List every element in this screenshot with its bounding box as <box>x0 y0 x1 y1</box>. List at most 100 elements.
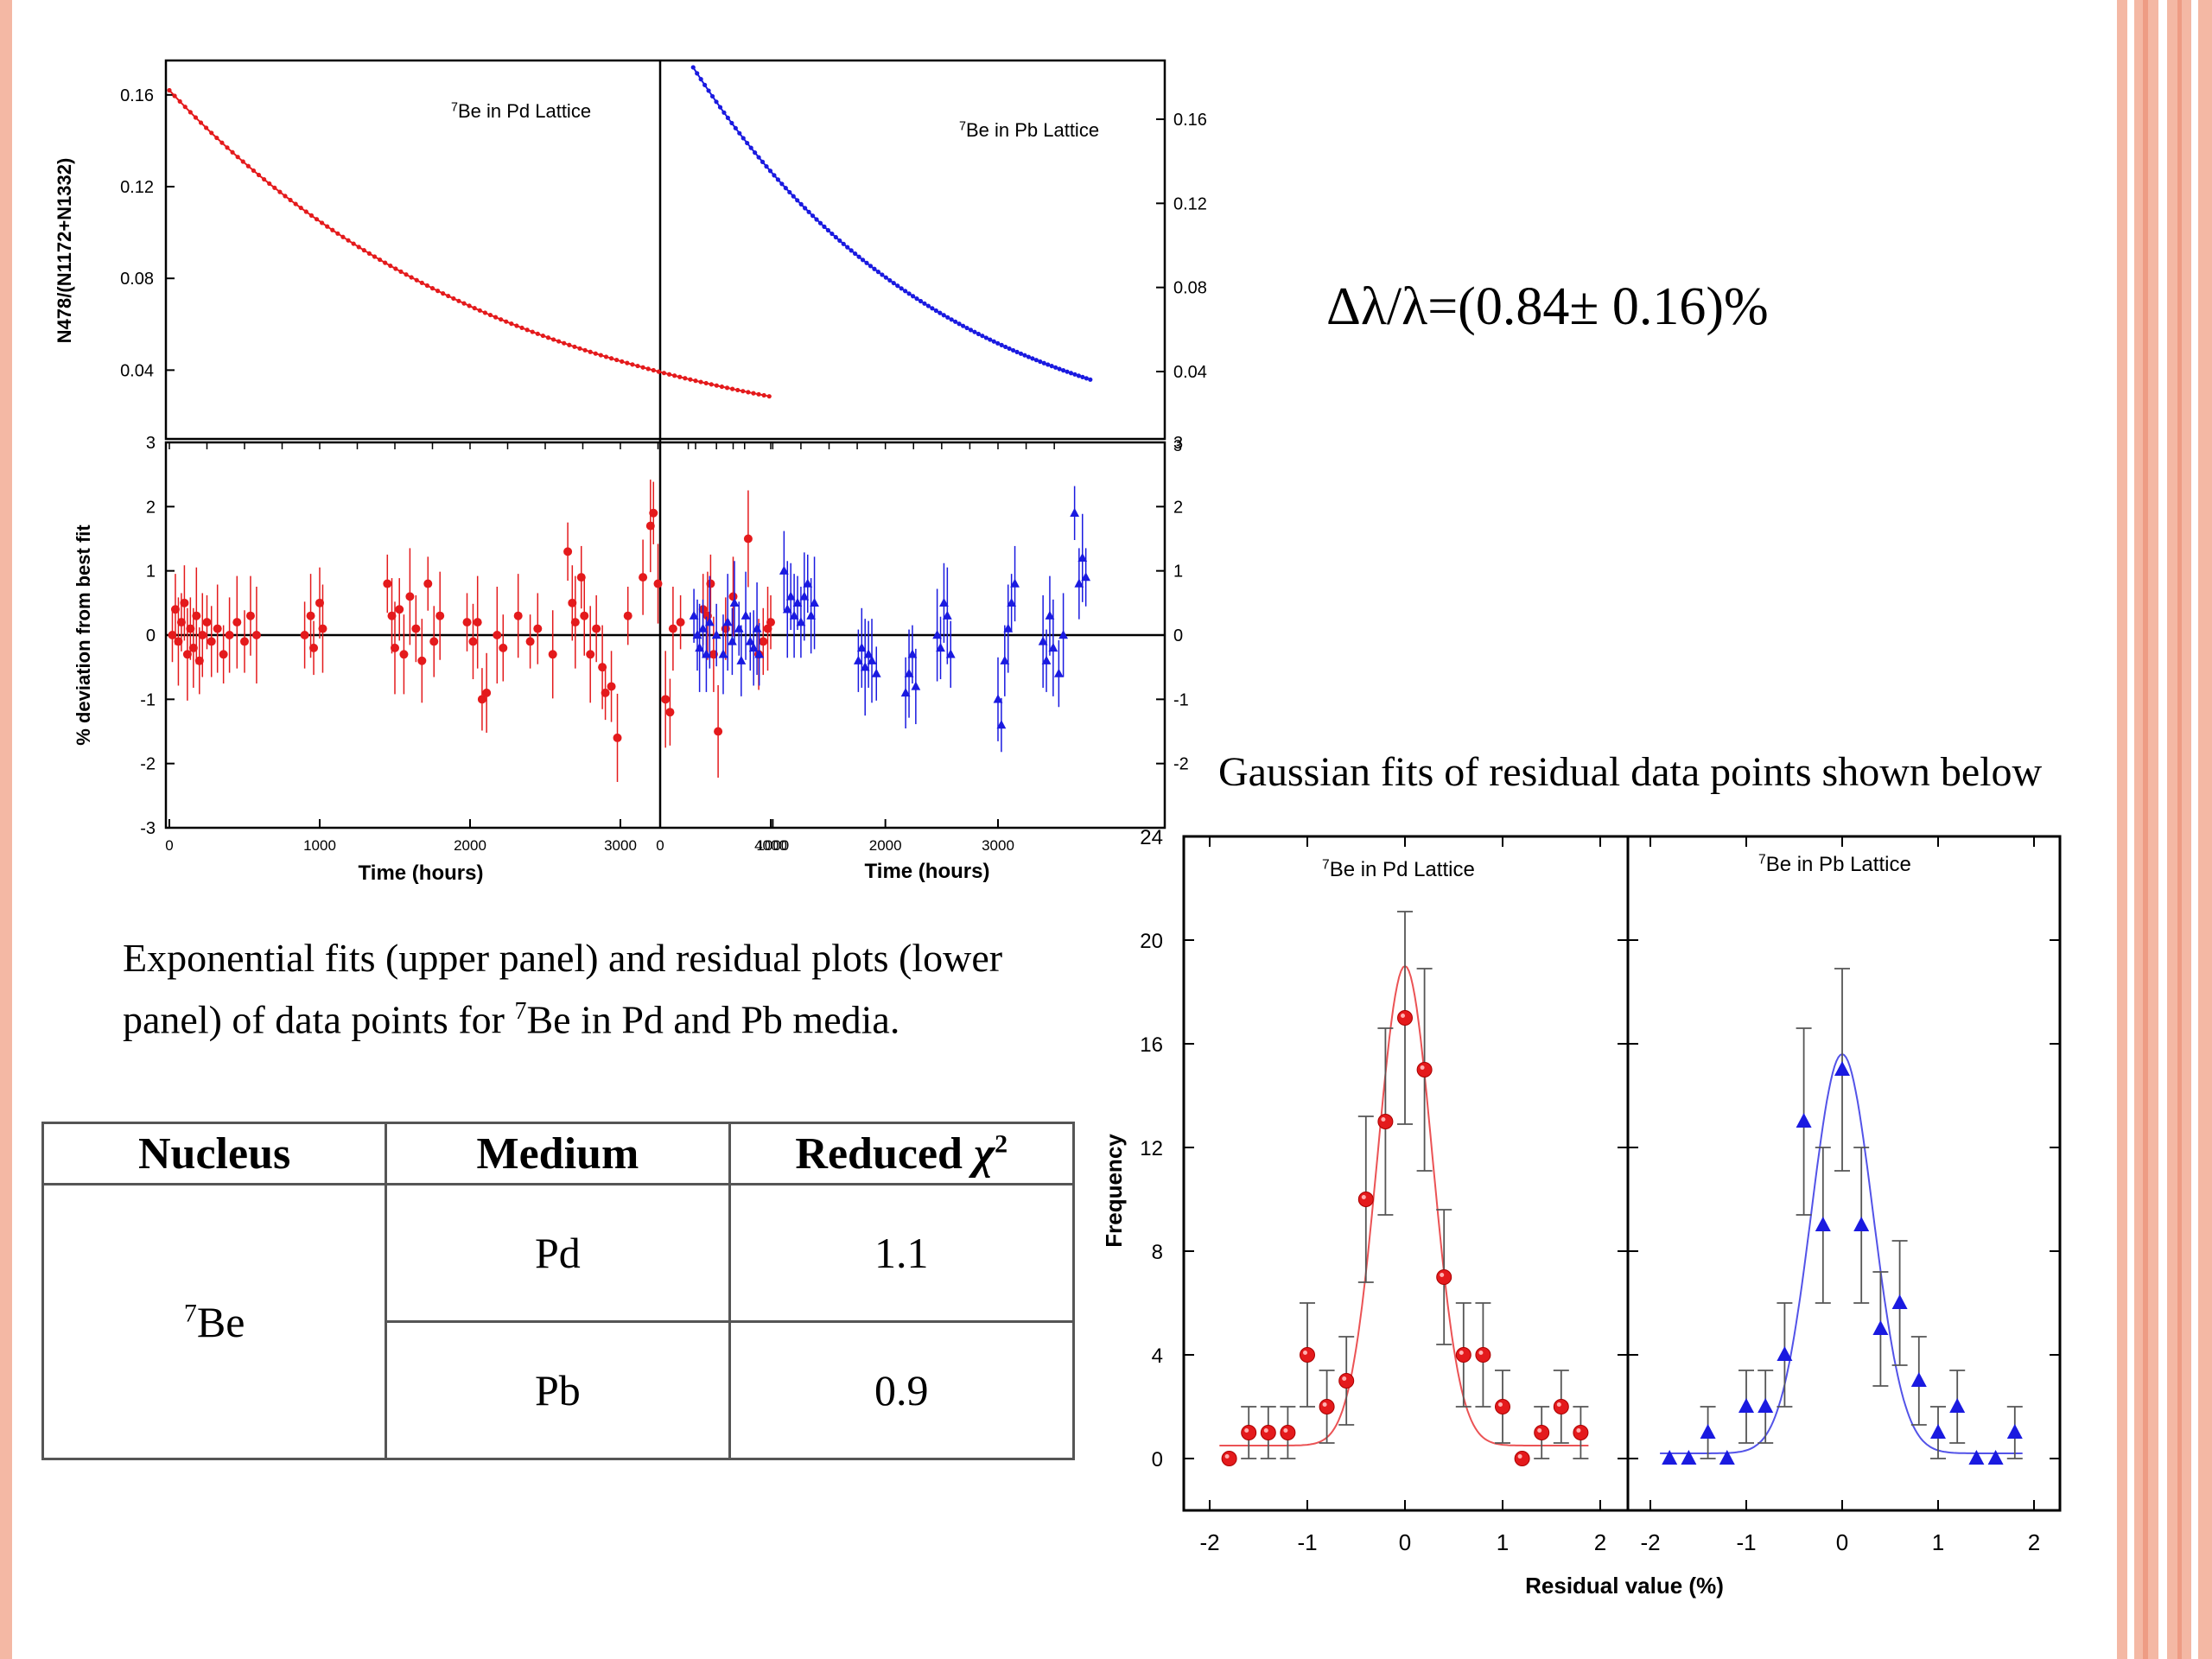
decay-ytick-left-label: 0.16 <box>120 86 154 105</box>
decay-data-point <box>918 298 924 304</box>
decay-data-point <box>1003 344 1008 350</box>
decay-data-point <box>880 272 885 277</box>
table-row: Pb 0.9 <box>43 1320 1076 1460</box>
gaussian-data-point <box>1738 1398 1754 1413</box>
gaussian-data-point <box>1455 1347 1471 1363</box>
decay-data-point <box>761 392 766 398</box>
decay-data-point <box>672 373 677 378</box>
gaussian-xtick-label: 0 <box>1836 1529 1848 1555</box>
decay-data-point <box>822 224 827 229</box>
caption-part2: Be in Pd and Pb media. <box>526 997 900 1042</box>
decay-data-point <box>277 189 283 194</box>
decay-data-point <box>698 77 703 82</box>
gaussian-point-highlight <box>1576 1428 1581 1433</box>
decay-data-point <box>1065 369 1070 374</box>
table-row: 7Be Pd 1.1 <box>41 1183 1076 1460</box>
decay-data-point <box>335 231 340 236</box>
residual-data-point <box>1070 507 1080 517</box>
gaussian-data-point <box>1777 1346 1793 1361</box>
residual-data-point <box>548 650 557 659</box>
decay-data-point <box>695 71 700 76</box>
decay-data-point <box>868 264 874 269</box>
decay-data-point <box>482 310 488 315</box>
residual-xtick-label: 4000 <box>754 837 787 854</box>
residual-data-point <box>803 578 813 588</box>
gaussian-point-highlight <box>1556 1402 1561 1407</box>
decay-fit-curve <box>168 89 772 397</box>
decay-data-point <box>751 391 756 396</box>
decay-data-point <box>703 380 709 386</box>
decay-data-point <box>388 263 393 269</box>
decay-data-point <box>737 130 742 136</box>
gaussian-data-point <box>1872 1320 1889 1335</box>
residual-data-point <box>306 611 315 620</box>
decay-data-point <box>550 337 556 342</box>
decay-data-point <box>795 198 800 203</box>
residual-data-point <box>245 611 255 620</box>
decay-data-point <box>872 266 877 271</box>
decay-data-point <box>953 319 958 324</box>
gaussian-data-point <box>1534 1425 1550 1440</box>
gaussian-data-point <box>1573 1425 1589 1440</box>
residual-data-point <box>853 655 863 664</box>
left-edge-stripe <box>0 0 12 1659</box>
decay-data-point <box>941 313 946 318</box>
right-edge-stripes <box>2117 0 2212 1659</box>
residual-xlabel-right: Time (hours) <box>865 860 990 883</box>
decay-data-point <box>709 382 714 387</box>
residual-data-point <box>251 631 261 639</box>
residual-data-point <box>477 695 486 704</box>
decay-data-point <box>451 296 456 302</box>
residual-ytick-left-label: 3 <box>146 434 156 453</box>
decay-ytick-left-label: 0.12 <box>120 178 154 197</box>
table-header-row: Nucleus Medium Reduced χ2 <box>41 1122 1076 1185</box>
decay-data-point <box>914 296 919 302</box>
decay-data-point <box>625 360 630 365</box>
residual-data-point <box>743 534 753 543</box>
gaussian-xlabel: Residual value (%) <box>1525 1573 1724 1599</box>
residual-data-point <box>391 643 399 652</box>
decay-data-point <box>964 325 969 331</box>
residual-data-point <box>207 637 216 646</box>
residual-data-point <box>188 643 198 652</box>
gaussian-xtick-label: 2 <box>2028 1529 2040 1555</box>
decay-ylabel: N478/(N1172+N1332) <box>54 158 75 344</box>
residual-data-point <box>1010 578 1020 588</box>
chi-square-table: Nucleus Medium Reduced χ2 7Be Pd 1.1 Pb … <box>41 1122 1076 1460</box>
decay-data-point <box>1046 362 1051 367</box>
residual-xlabel-left: Time (hours) <box>359 861 484 885</box>
decay-data-point <box>730 386 735 391</box>
decay-data-point <box>378 257 383 263</box>
gaussian-panel-label: 7Be in Pd Lattice <box>1322 858 1475 881</box>
decay-data-point <box>1088 377 1093 382</box>
decay-data-point <box>895 283 900 289</box>
header-reduced-chi: Reduced χ2 <box>728 1122 1076 1185</box>
residual-ytick-right-label: 0 <box>1173 626 1183 645</box>
residual-ytick-left-label: 2 <box>146 498 156 517</box>
header-medium: Medium <box>385 1122 731 1185</box>
decay-data-point <box>717 105 723 110</box>
gaussian-data-point <box>1280 1425 1296 1440</box>
residual-data-point <box>867 655 877 664</box>
residual-data-point <box>907 649 918 658</box>
residual-data-point <box>576 573 586 582</box>
residual-data-point <box>586 650 595 659</box>
decay-data-point <box>303 209 308 214</box>
gaussian-data-point <box>1495 1399 1510 1414</box>
decay-data-point <box>293 201 298 207</box>
decay-data-point <box>999 342 1004 347</box>
gaussian-point-highlight <box>1420 1065 1425 1070</box>
decay-data-point <box>766 394 772 399</box>
gaussian-data-point <box>1796 1113 1812 1128</box>
decay-ytick-right-label: 0.12 <box>1173 194 1207 213</box>
gaussian-point-highlight <box>1303 1351 1307 1355</box>
residual-data-point <box>939 597 949 607</box>
decay-formula: Δλ/λ=(0.84± 0.16)% <box>1326 277 1769 336</box>
residual-data-point <box>728 636 737 645</box>
residual-data-point <box>734 623 744 632</box>
decay-data-point <box>588 349 593 354</box>
decay-data-point <box>188 110 193 115</box>
decay-data-point <box>409 275 414 280</box>
decay-panel-label: 7Be in Pd Lattice <box>451 100 591 122</box>
residual-data-point <box>176 618 186 627</box>
